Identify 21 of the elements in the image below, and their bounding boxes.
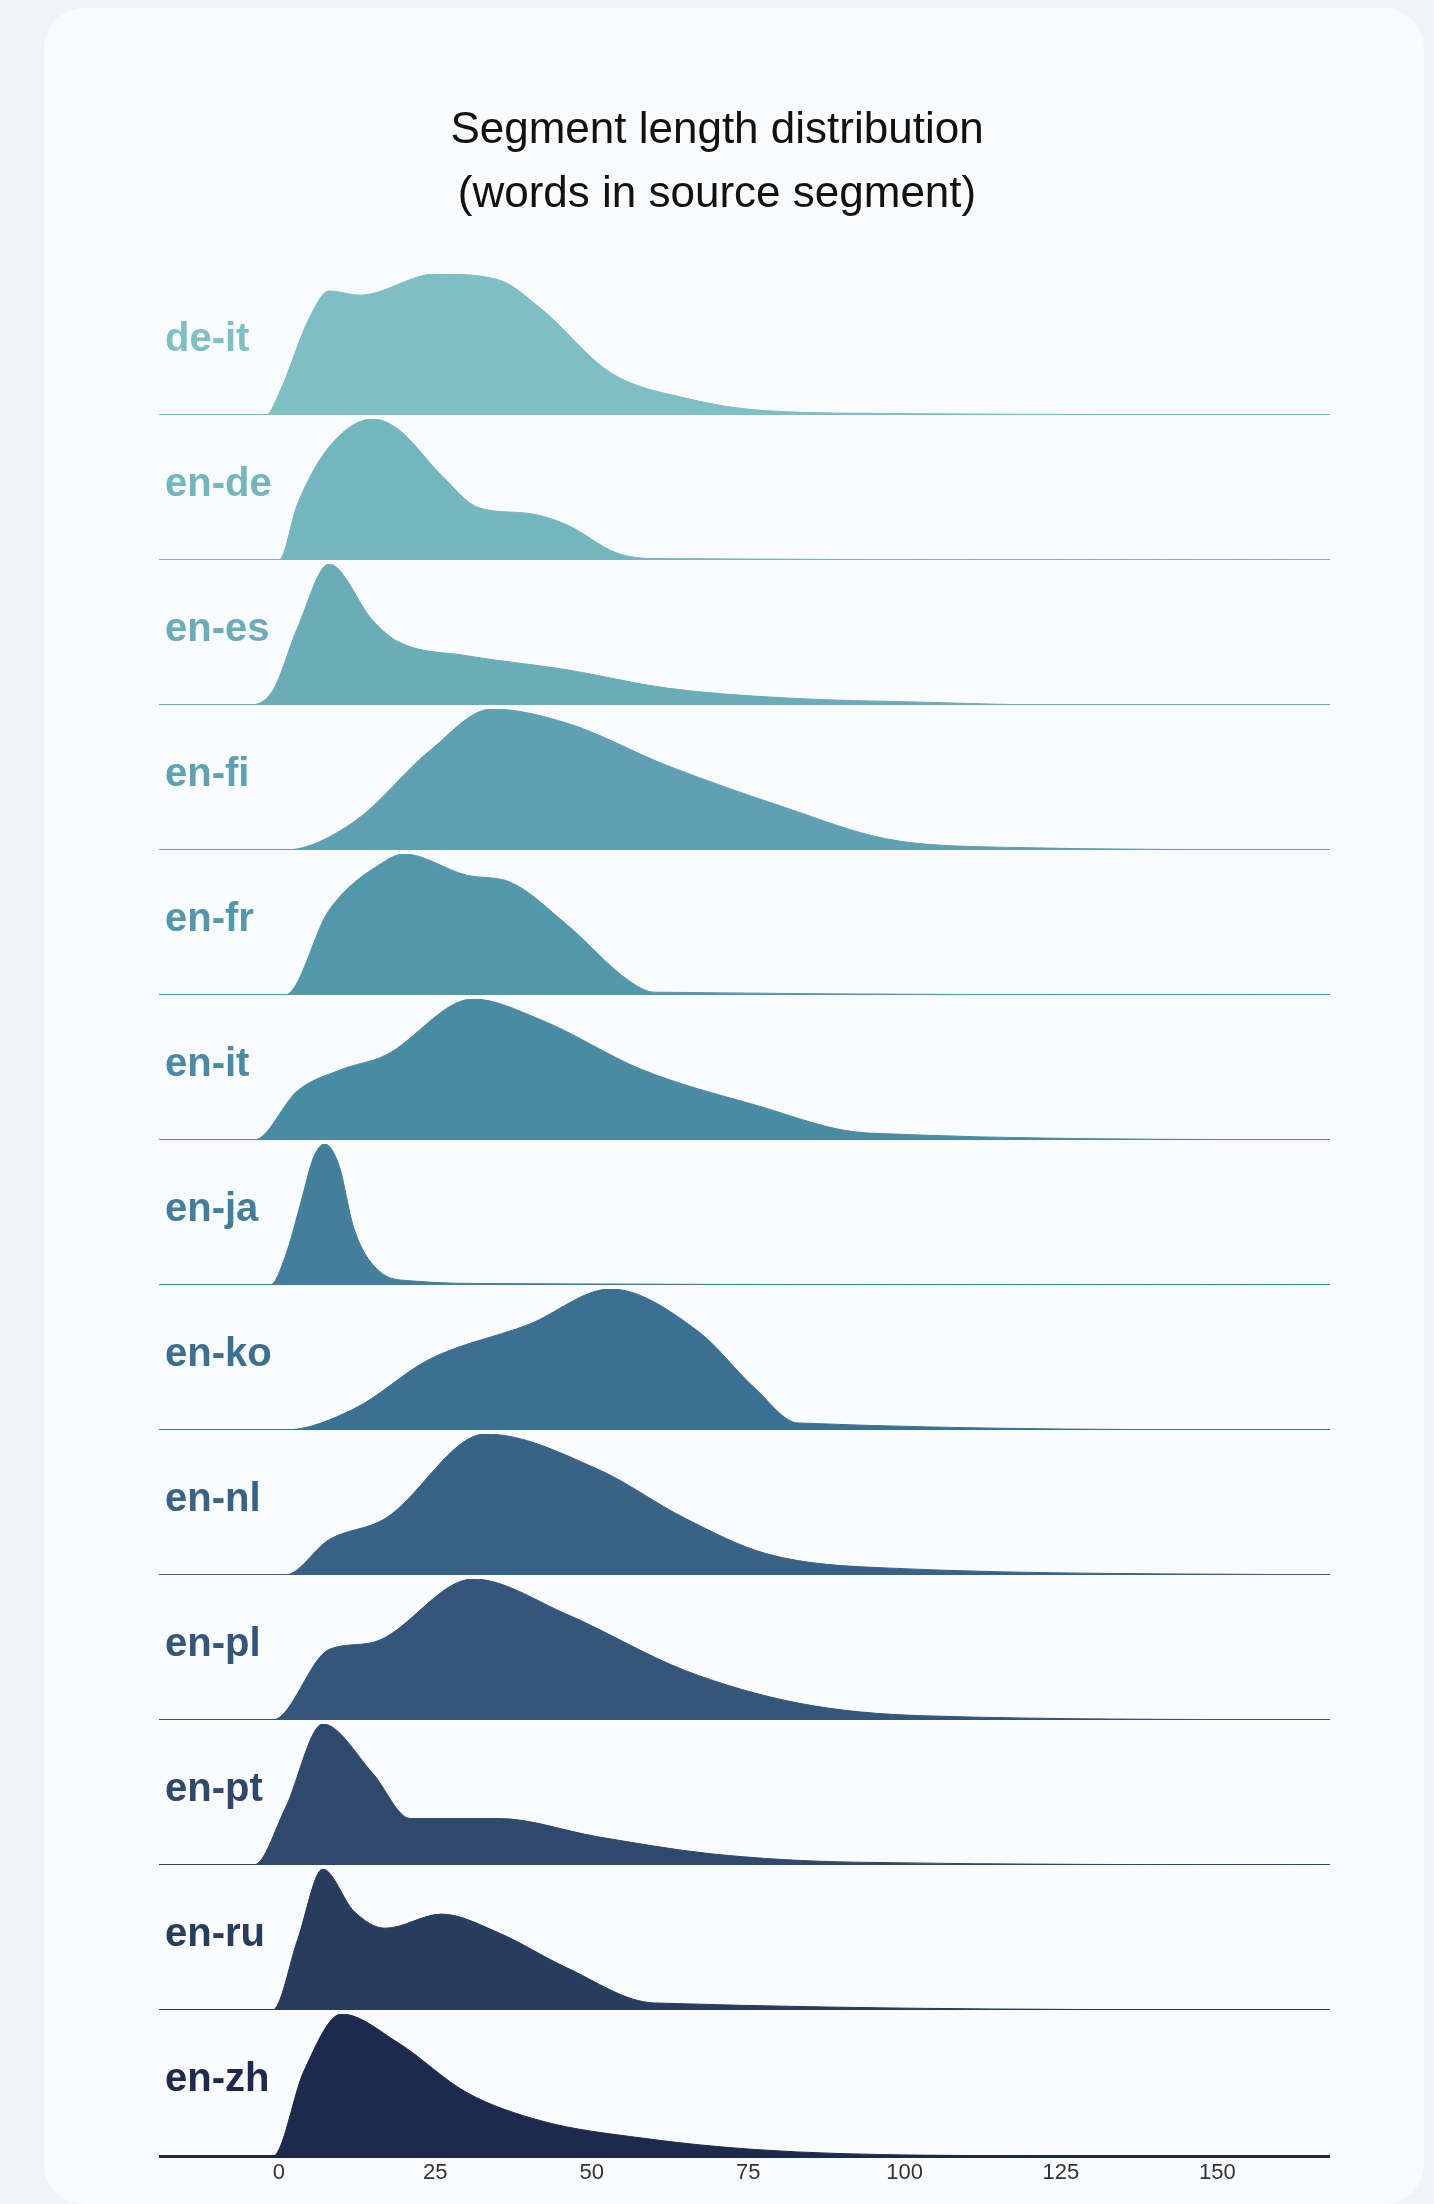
series-label: en-it	[165, 1040, 250, 1085]
chart-title: Segment length distribution (words in source segment)	[449, 102, 985, 218]
series-label: en-ja	[165, 1185, 259, 1230]
series-label: en-ko	[165, 1330, 272, 1375]
series-label: en-ru	[165, 1910, 265, 1955]
series-label: en-fr	[165, 895, 254, 940]
series-label: en-de	[165, 460, 272, 505]
x-tick-label: 0	[272, 2158, 285, 2184]
x-tick-label: 125	[1042, 2158, 1080, 2184]
series-label: en-pt	[165, 1765, 263, 1810]
series-label: en-nl	[165, 1475, 261, 1520]
series-label: en-fi	[165, 750, 250, 795]
series-label: de-it	[165, 315, 250, 360]
series-label: en-es	[165, 605, 270, 650]
x-tick-label: 25	[423, 2158, 448, 2184]
x-tick-label: 50	[579, 2158, 604, 2184]
series-label: en-pl	[165, 1620, 261, 1665]
x-tick-label: 150	[1199, 2158, 1236, 2184]
series-label: en-zh	[165, 2055, 270, 2100]
x-tick-label: 100	[886, 2158, 923, 2184]
x-tick-label: 75	[735, 2158, 761, 2184]
